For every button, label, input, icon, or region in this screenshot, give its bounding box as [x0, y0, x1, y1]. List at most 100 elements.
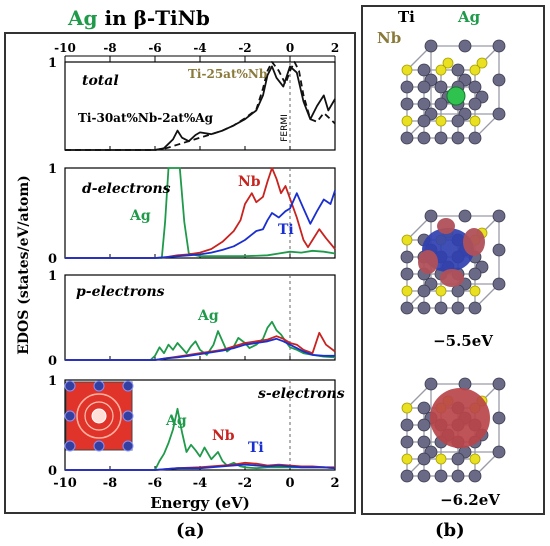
ti-atom: [451, 452, 465, 466]
nb-atom: [401, 64, 413, 76]
label-nb: Nb: [212, 428, 235, 444]
inset-atom: [64, 380, 76, 392]
x-top-tick-label: 0: [286, 41, 294, 55]
x-tick-label: 2: [330, 476, 339, 491]
fermi-label: FERMI: [280, 114, 290, 142]
series-line-nb: [65, 167, 336, 259]
ti-atom: [424, 377, 438, 391]
ti-atom: [400, 250, 414, 264]
ti-atom: [468, 131, 482, 145]
energy-label-2: −6.2eV: [440, 491, 500, 509]
ti-atom: [492, 277, 506, 291]
panel-a-frame: [4, 32, 356, 514]
ti-atom: [400, 469, 414, 483]
panel-b-label: (b): [435, 520, 465, 541]
ti-atom: [417, 452, 431, 466]
nb-atom: [435, 64, 447, 76]
ti-atom: [400, 267, 414, 281]
ti-atom: [417, 435, 431, 449]
inset-atom: [122, 380, 134, 392]
ti-atom: [434, 131, 448, 145]
series-line-ti: [65, 337, 335, 361]
ti-atom: [468, 301, 482, 315]
ti-atom: [400, 435, 414, 449]
y-tick-label: 0: [48, 354, 57, 369]
nb-atom: [435, 453, 447, 465]
ti-atom: [451, 301, 465, 315]
charge-lobe-red: [418, 250, 438, 274]
ti-atom: [424, 209, 438, 223]
inset-atom: [122, 440, 134, 452]
label-ag: Ag: [165, 413, 187, 429]
ti-atom: [400, 97, 414, 111]
series-line-ti25atnb: [65, 61, 336, 151]
series-line-ti: [65, 463, 336, 471]
series-line-ti: [65, 190, 336, 259]
x-top-tick-label: -2: [238, 41, 251, 55]
inset-atom: [93, 440, 105, 452]
ti-atom: [424, 39, 438, 53]
y-tick-label: 1: [48, 269, 57, 284]
ti-atom: [417, 97, 431, 111]
ti-atom: [434, 301, 448, 315]
ti-atom: [492, 107, 506, 121]
x-tick-label: -8: [103, 476, 117, 491]
ti-atom: [417, 131, 431, 145]
x-top-tick-label: -6: [148, 41, 161, 55]
panel-title-s: s-electrons: [258, 386, 345, 402]
legend-ti: Ti: [398, 8, 415, 26]
label-ti: Ti: [278, 222, 294, 238]
legend-ti25nb: Ti-25at%Nb: [188, 67, 267, 81]
inset-contour: [91, 408, 107, 424]
charge-lobe-red: [437, 218, 455, 234]
nb-atom: [469, 453, 481, 465]
ti-atom: [400, 418, 414, 432]
ti-atom: [417, 284, 431, 298]
ti-atom: [417, 114, 431, 128]
energy-label-1: −5.5eV: [433, 332, 493, 350]
x-tick-label: -2: [238, 476, 252, 491]
x-top-tick-label: 2: [331, 41, 339, 55]
nb-atom: [469, 115, 481, 127]
y-axis-label: EDOS (states/eV/atom): [16, 175, 32, 355]
y-tick-label: 1: [48, 162, 57, 177]
ti-atom: [417, 469, 431, 483]
legend-nb: Nb: [377, 29, 401, 47]
x-tick-label: -6: [148, 476, 162, 491]
label-nb: Nb: [238, 174, 261, 190]
ti-atom: [451, 131, 465, 145]
ti-atom: [400, 80, 414, 94]
x-tick-label: -4: [193, 476, 207, 491]
nb-atom: [469, 64, 481, 76]
inset-atom: [93, 380, 105, 392]
panel-a-label: (a): [176, 520, 205, 541]
label-ag: Ag: [129, 208, 151, 224]
nb-atom: [469, 285, 481, 297]
charge-sphere-red: [430, 388, 490, 448]
panel-title-total: total: [82, 73, 119, 89]
inset-contour: [84, 401, 114, 431]
title-element: Ag: [68, 6, 98, 30]
series-line-ag: [65, 407, 336, 471]
ti-atom: [492, 411, 506, 425]
nb-atom: [401, 402, 413, 414]
label-ag: Ag: [197, 308, 219, 324]
ti-atom: [468, 267, 482, 281]
ti-atom: [400, 131, 414, 145]
label-ti: Ti: [248, 440, 264, 456]
nb-atom: [476, 57, 488, 69]
ti-atom: [417, 301, 431, 315]
x-top-tick-label: -10: [54, 41, 76, 55]
figure-title: Ag in β-TiNb: [68, 6, 210, 30]
ti-atom: [468, 469, 482, 483]
nb-atom: [401, 234, 413, 246]
legend-alloy: Ti-30at%Nb-2at%Ag: [78, 111, 214, 125]
ti-atom: [400, 301, 414, 315]
x-top-tick-label: -4: [193, 41, 206, 55]
ti-atom: [492, 209, 506, 223]
ti-atom: [492, 73, 506, 87]
nb-atom: [401, 285, 413, 297]
ti-atom: [417, 418, 431, 432]
nb-atom: [435, 115, 447, 127]
